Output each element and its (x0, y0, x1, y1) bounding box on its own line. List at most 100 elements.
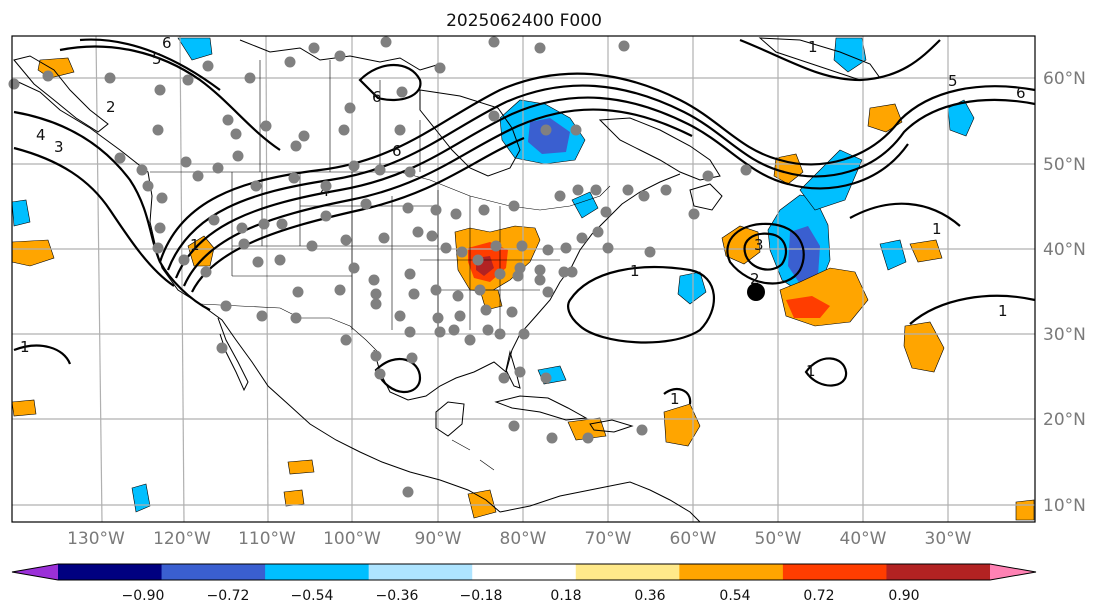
contour-label: 1 (20, 338, 30, 356)
contour-east-1 (909, 294, 1036, 325)
station-dot (456, 246, 468, 258)
border-central-am (451, 439, 495, 471)
station-dot (474, 284, 486, 296)
lon-label: 110°W (238, 529, 296, 549)
lon-label: 30°W (925, 529, 972, 549)
colorbar-segment (886, 564, 991, 580)
contour-label: 5 (948, 72, 958, 90)
station-dot (426, 230, 438, 242)
lat-label: 40°N (1043, 240, 1086, 260)
lat-tick-labels: 60°N 50°N 40°N 30°N 20°N 10°N (1043, 69, 1086, 516)
colorbar-tick-label: −0.18 (460, 588, 503, 604)
station-dot (660, 184, 672, 196)
contour-label: 5 (152, 50, 162, 68)
station-dot (114, 152, 126, 164)
station-dot (182, 74, 194, 86)
station-dot (178, 254, 190, 266)
contour-sub-3 (13, 344, 72, 365)
contour-sub-2 (374, 358, 422, 394)
station-dot (152, 242, 164, 254)
colorbar-segment (679, 564, 784, 580)
shade-blue-w (11, 199, 31, 227)
shade-orange-carib (663, 403, 701, 447)
coast-florida (505, 350, 521, 389)
station-dot (156, 192, 168, 204)
station-dot (308, 42, 320, 54)
station-dot (334, 50, 346, 62)
contour-east-2 (849, 202, 961, 227)
coast-arctic (239, 39, 441, 71)
lon-label: 70°W (585, 529, 632, 549)
colorbar-tick-label: 0.36 (634, 588, 665, 604)
station-dot (560, 242, 572, 254)
contour-label: 1 (998, 302, 1008, 320)
station-dot (202, 60, 214, 72)
shade-blue-ne (947, 99, 975, 137)
shade-blue-sc (571, 191, 599, 219)
station-dot (252, 256, 264, 268)
station-dot (320, 210, 332, 222)
station-dot (498, 372, 510, 384)
station-dot (688, 208, 700, 220)
station-dot (250, 180, 262, 192)
colorbar-tick-label: −0.36 (376, 588, 419, 604)
station-dot (230, 128, 242, 140)
colorbar-segment (368, 564, 473, 580)
lon-label: 40°W (840, 529, 887, 549)
station-dot (200, 266, 212, 278)
station-dot (478, 204, 490, 216)
station-dot (702, 170, 714, 182)
contour-upper-left (59, 45, 281, 151)
contour-low-2 (743, 232, 788, 271)
colorbar-tick-label: 0.18 (550, 588, 581, 604)
station-dot (482, 324, 494, 336)
colorbar-segment (58, 564, 163, 580)
shade-orange-pac2 (283, 489, 305, 507)
contour-label: 4 (36, 126, 46, 144)
station-dot (514, 366, 526, 378)
shade-orange-bottomright (1015, 499, 1035, 521)
station-dot (236, 222, 248, 234)
station-dot (180, 156, 192, 168)
shade-orange-se2 (467, 489, 497, 519)
station-markers (8, 36, 752, 498)
station-dot (450, 208, 462, 220)
station-dot (430, 284, 442, 296)
shaded-field (11, 37, 1035, 521)
station-dot (348, 262, 360, 274)
colorbar (11, 563, 1037, 581)
lon-label: 100°W (323, 529, 381, 549)
coast-baja (217, 317, 249, 392)
shade-blue-atl-small (879, 239, 907, 271)
colorbar-tick-label: −0.72 (207, 588, 250, 604)
station-dot (348, 160, 360, 172)
border-us-mexico (199, 303, 379, 353)
lat-label: 30°N (1043, 325, 1086, 345)
station-dot (490, 240, 502, 252)
shade-orange-mex (287, 459, 315, 475)
coast-yucatan (435, 401, 465, 437)
station-dot (494, 268, 506, 280)
station-dot (534, 274, 546, 286)
station-dot (142, 180, 154, 192)
borders (150, 60, 611, 471)
contour-low-1-outer (567, 265, 715, 344)
contour-low-1 (726, 222, 805, 285)
colorbar-segment (575, 564, 680, 580)
station-dot (334, 284, 346, 296)
station-dot (274, 254, 286, 266)
colorbar-segment (161, 564, 266, 580)
lon-label: 120°W (153, 529, 211, 549)
station-dot (572, 184, 584, 196)
colorbar-segment (782, 564, 887, 580)
contour-label: 6 (392, 142, 402, 160)
station-dot (208, 214, 220, 226)
contour-label: 1 (808, 38, 818, 56)
station-dot (284, 56, 296, 68)
station-dot (394, 124, 406, 136)
station-dot (402, 486, 414, 498)
coast-newfoundland (689, 183, 723, 211)
shade-orange-sw (11, 399, 37, 417)
shade-blue-strip (799, 149, 863, 211)
